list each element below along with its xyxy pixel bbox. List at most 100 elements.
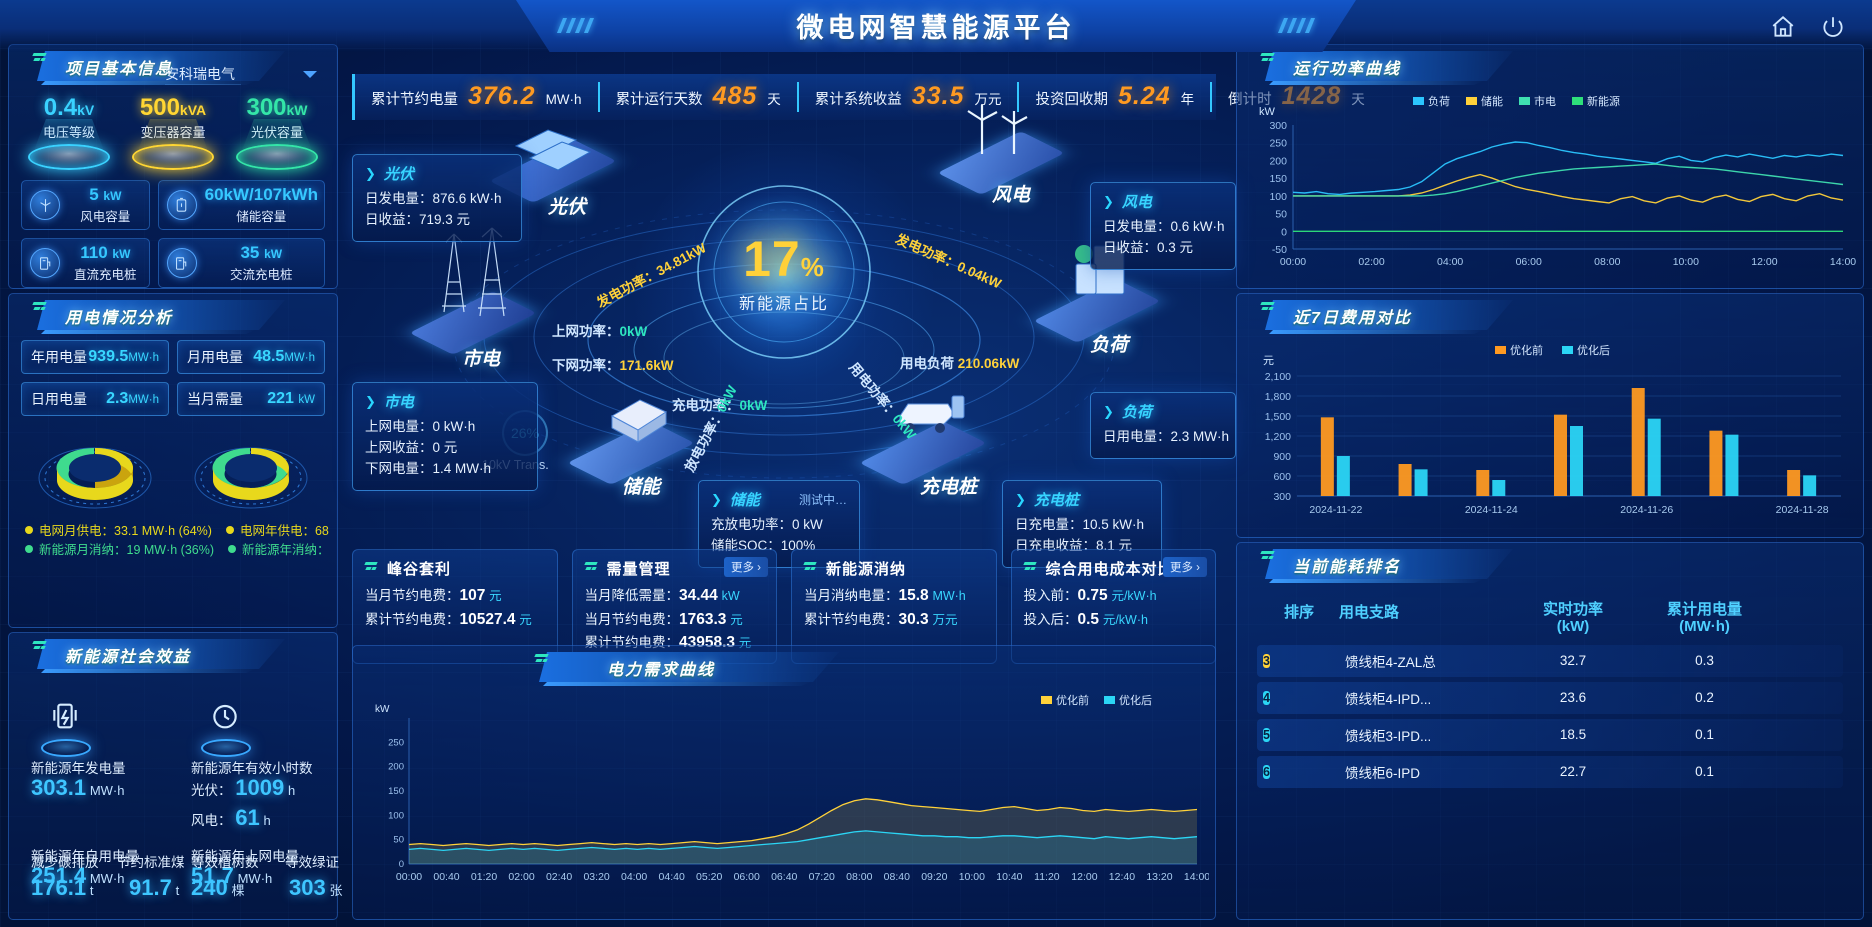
infobox-title: 负荷	[1121, 404, 1152, 421]
more-button[interactable]: 更多 ›	[723, 557, 768, 577]
rank-badge: 6	[1263, 764, 1270, 779]
metric-card-cost-compare[interactable]: 综合用电成本对比 更多 › 投入前：0.75 元/kW·h 投入后：0.5 元/…	[1010, 549, 1216, 664]
social-value-coal: 91.7 t	[129, 875, 180, 900]
branch-name: 馈线柜6-IPD	[1345, 765, 1421, 781]
arrow-icon: ❯	[1103, 193, 1114, 209]
metric-card-demand-mgmt[interactable]: 需量管理 更多 › 当月降低需量：34.44 kW 当月节约电费：1763.3 …	[571, 549, 777, 664]
mini-unit: kW	[112, 247, 131, 262]
svg-text:2024-11-26: 2024-11-26	[1620, 504, 1673, 516]
svg-text:04:00: 04:00	[1437, 256, 1463, 268]
metric-row: 当月节约电费：1763.3 元	[584, 610, 743, 628]
legend-item: 电网年供电：689.7 MW·h (69%)	[225, 520, 329, 539]
panel-title: 近7日费用对比	[1293, 310, 1412, 327]
panel-header: 新能源社会效益	[15, 639, 331, 673]
panel-title: 项目基本信息	[65, 61, 174, 78]
ranking-body: 排序 用电支路 实时功率 (kW) 累计用电量 (MW·h) 3 馈线柜4-ZAL…	[1245, 595, 1855, 913]
metric-card-peak-valley[interactable]: 峰谷套利 当月节约电费：107 元 累计节约电费：10527.4 元	[352, 549, 558, 664]
rank-badge: 3	[1263, 653, 1270, 668]
capacity-pv: 300kW 光伏容量	[225, 94, 329, 171]
kv-unit: MW·h	[128, 394, 159, 406]
social-value-pv-hours: 光伏： 1009 h	[191, 775, 296, 800]
power-curve-chart: kW -50 0 50 100 150 200 250 300 00:00 02:00 04:00 06…	[1259, 94, 1856, 268]
svg-text:08:00: 08:00	[846, 871, 872, 883]
corner-accent-icon	[1022, 562, 1039, 575]
panel-header: 当前能耗排名	[1243, 549, 1857, 583]
mini-value: 35	[240, 243, 260, 263]
kv-key: 日用电量	[31, 391, 87, 407]
legend-label: 电网年供电：689.7 MW·h (69%)	[239, 524, 329, 538]
node-pv[interactable]: 光伏	[489, 129, 617, 218]
svg-text:储能: 储能	[1481, 94, 1503, 108]
capacity-value: 0.4	[43, 94, 78, 121]
node-storage[interactable]: 储能	[567, 399, 695, 498]
node-charger[interactable]: 充电桩	[859, 395, 987, 498]
kpi-key: 累计系统收益	[814, 92, 902, 108]
svg-text:08:40: 08:40	[884, 871, 910, 883]
svg-text:优化前: 优化前	[1056, 693, 1089, 707]
kpi-saved-energy: 累计节约电量 376.2 MW·h	[355, 82, 600, 112]
svg-text:-50: -50	[1272, 244, 1287, 256]
infobox-title: 市电	[383, 394, 414, 411]
arrow-icon: ❯	[365, 165, 376, 181]
table-row[interactable]: 5 馈线柜3-IPD... 18.5 0.1	[1257, 718, 1843, 751]
capacity-label: 光伏容量	[250, 125, 303, 141]
share-symbol: %	[800, 252, 825, 282]
metric-card-new-energy[interactable]: 新能源消纳 当月消纳电量：15.8 MW·h 累计节约电费：30.3 万元	[791, 549, 997, 664]
arrow-icon: ❯	[365, 393, 376, 409]
svg-text:150: 150	[388, 786, 404, 797]
mini-label: 储能容量	[236, 210, 287, 225]
infobox-row: 日充电量：10.5 kW·h	[1015, 517, 1145, 532]
metric-card-title: 需量管理	[606, 561, 671, 578]
home-icon[interactable]	[1770, 14, 1796, 45]
table-row[interactable]: 6 馈线柜6-IPD 22.7 0.1	[1257, 755, 1843, 788]
wind-turbine-icon	[30, 190, 60, 221]
svg-text:02:00: 02:00	[1358, 256, 1384, 268]
cumulative-energy: 0.3	[1695, 653, 1714, 668]
panel-header: 近7日费用对比	[1243, 300, 1857, 334]
table-row[interactable]: 3 馈线柜4-ZAL总 32.7 0.3	[1257, 644, 1843, 677]
svg-text:600: 600	[1273, 471, 1291, 483]
panel-title: 运行功率曲线	[1293, 61, 1402, 78]
table-row[interactable]: 4 馈线柜4-IPD... 23.6 0.2	[1257, 681, 1843, 714]
infobox-row: 上网电量：0 kW·h	[365, 419, 476, 434]
mini-card-ac-charger: 35 kW 交流充电桩	[157, 238, 325, 289]
svg-text:负荷: 负荷	[1428, 94, 1450, 108]
infobox-row: 日收益：0.3 元	[1103, 239, 1194, 255]
svg-text:02:00: 02:00	[508, 871, 534, 883]
node-load[interactable]: 负荷	[1033, 245, 1161, 356]
mini-value: 5	[89, 185, 99, 205]
svg-text:100: 100	[1269, 191, 1287, 203]
node-wind[interactable]: 风电	[937, 105, 1065, 206]
usage-kv-grid: 年用电量 939.5MW·h 月用电量 48.5MW·h 日用电量 2.3MW·…	[17, 340, 329, 416]
solar-panel-icon	[514, 129, 592, 171]
svg-text:2024-11-22: 2024-11-22	[1309, 504, 1362, 516]
infobox-title: 储能	[729, 492, 760, 509]
usage-kv-demand: 当月需量 221 kW	[177, 382, 325, 416]
app-header: 微电网智慧能源平台	[0, 0, 1872, 56]
header-decor-left	[556, 18, 595, 33]
realtime-power: 23.6	[1559, 690, 1587, 705]
social-value-trees: 240 棵	[191, 875, 245, 900]
metric-card-title: 峰谷套利	[387, 561, 452, 578]
cumulative-energy: 0.2	[1695, 690, 1714, 705]
cost-compare-panel: 近7日费用对比 元 300 600 900 1,200 1,500 1,800 2,100 20…	[1236, 293, 1864, 538]
share-label: 新能源占比	[738, 296, 829, 313]
more-button[interactable]: 更多 ›	[1162, 557, 1207, 577]
metric-card-row: 峰谷套利 当月节约电费：107 元 累计节约电费：10527.4 元 需量管理 …	[352, 549, 1216, 664]
svg-text:0: 0	[1281, 226, 1287, 238]
usage-kv-month: 月用电量 48.5MW·h	[177, 340, 325, 374]
wind-turbine-icon	[967, 105, 1028, 154]
legend-label: 新能源年消纳：303.8 MW·h (31%	[242, 543, 329, 557]
page-title: 微电网智慧能源平台	[796, 13, 1076, 43]
node-grid[interactable]: 市电	[409, 227, 537, 370]
legend-item: 电网月供电：33.1 MW·h (64%)	[25, 520, 212, 539]
mini-card-storage: 60kW/107kWh 储能容量	[157, 180, 325, 231]
project-selector[interactable]: 安科瑞电气	[165, 63, 317, 85]
svg-text:12:40: 12:40	[1109, 871, 1135, 883]
svg-text:14:00: 14:00	[1830, 256, 1856, 268]
donut-row	[17, 426, 329, 518]
infobox-load: ❯ 负荷 日用电量：2.3 MW·h	[1090, 392, 1236, 459]
header-decor-right	[1277, 18, 1316, 33]
power-icon[interactable]	[1820, 14, 1846, 45]
legend-label: 电网月供电：33.1 MW·h (64%)	[39, 524, 212, 538]
